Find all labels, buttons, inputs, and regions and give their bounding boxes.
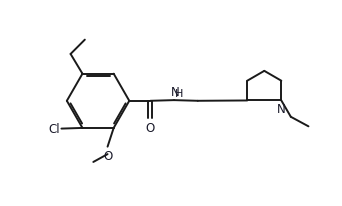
Text: H: H — [174, 88, 183, 98]
Text: N: N — [171, 85, 180, 98]
Text: O: O — [103, 149, 112, 162]
Text: Cl: Cl — [49, 123, 60, 135]
Text: O: O — [146, 122, 155, 135]
Text: N: N — [277, 102, 286, 115]
